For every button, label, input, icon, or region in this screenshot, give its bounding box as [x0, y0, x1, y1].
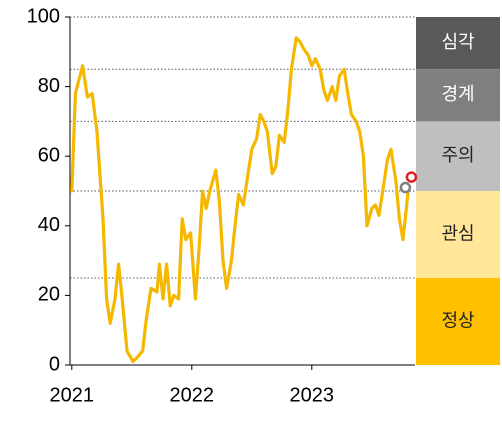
x-tick-label: 2022: [170, 384, 215, 406]
band: [416, 191, 500, 278]
band-label: 심각: [441, 32, 474, 52]
band-label: 주의: [441, 145, 474, 165]
band-label: 관심: [441, 223, 474, 243]
y-tick-label: 60: [38, 144, 60, 166]
x-tick-label: 2021: [50, 384, 95, 406]
marker: [405, 171, 418, 183]
band: [416, 278, 500, 365]
band-label: 정상: [441, 310, 474, 330]
band: [416, 69, 500, 122]
line-series: [70, 36, 411, 364]
x-tick-label: 2023: [290, 384, 335, 406]
y-tick-label: 40: [38, 214, 60, 236]
band: [416, 121, 500, 191]
band: [416, 17, 500, 70]
y-tick-label: 20: [38, 284, 60, 306]
band-label: 경계: [441, 84, 474, 104]
marker: [399, 181, 412, 194]
y-tick-label: 0: [49, 353, 60, 375]
y-tick-label: 80: [38, 75, 60, 97]
y-tick-label: 100: [27, 5, 60, 27]
